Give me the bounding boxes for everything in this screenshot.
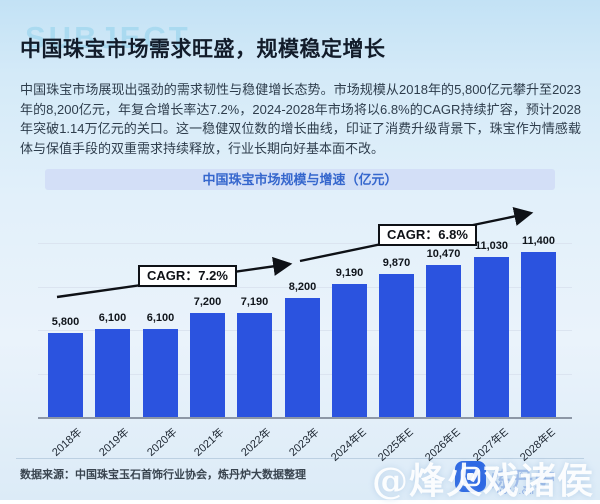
bar-value-label: 9,190: [335, 267, 364, 279]
bar: [48, 333, 83, 417]
page-title: 中国珠宝市场需求旺盛，规模稳定增长: [20, 38, 386, 61]
cagr-label: CAGR：7.2%: [147, 268, 228, 283]
logo-url-text: u816.cm: [497, 487, 535, 496]
footer-divider: [16, 458, 584, 459]
x-axis-tick-label: 2022年: [239, 426, 274, 459]
bar-value-label: 7,190: [240, 296, 269, 308]
bar-value-label: 5,800: [51, 316, 80, 328]
bar: [474, 257, 509, 417]
author-watermark: @烽火戏诸侯: [371, 460, 594, 502]
x-axis-tick-label: 2023年: [287, 426, 322, 459]
data-source-note: 数据来源：中国珠宝玉石首饰行业协会，炼丹炉大数据整理: [20, 469, 306, 481]
bar: [285, 298, 320, 417]
x-axis-tick-label: 2018年: [50, 426, 85, 459]
gridline: [38, 287, 572, 288]
bar-value-label: 11,400: [521, 235, 556, 247]
bar: [332, 284, 367, 417]
cagr-annotation-2024-2028: CAGR：6.8%: [378, 224, 477, 246]
bar-value-label: 6,100: [98, 312, 127, 324]
x-axis-tick-label: 2021年: [192, 426, 227, 459]
bar: [143, 329, 178, 417]
intro-paragraph: 中国珠宝市场展现出强劲的需求韧性与稳健增长态势。市场规模从2018年的5,800…: [20, 82, 581, 156]
cagr-label: CAGR：6.8%: [387, 227, 468, 242]
bar: [95, 329, 130, 417]
bar: [237, 313, 272, 417]
liandanlu-logo: [455, 461, 486, 492]
bar-value-label: 6,100: [146, 312, 175, 324]
chart-title-banner: 中国珠宝市场规模与增速（亿元）: [45, 169, 555, 190]
bar: [379, 274, 414, 417]
x-axis-tick-label: 2020年: [145, 426, 180, 459]
bar: [426, 265, 461, 417]
x-axis-line: [38, 417, 572, 419]
chart-title: 中国珠宝市场规模与增速（亿元）: [202, 172, 398, 187]
x-axis-tick-label: 2019年: [97, 426, 132, 459]
cagr-annotation-2018-2023: CAGR：7.2%: [138, 265, 237, 287]
background-watermark-text: SUBJECT: [25, 20, 191, 55]
bar: [521, 252, 556, 417]
bar-value-label: 8,200: [288, 281, 317, 293]
bar: [190, 313, 225, 417]
logo-wordmark: 炼丹炉: [491, 469, 557, 491]
qr-scan-icon: [460, 466, 481, 487]
bar-value-label: 7,200: [193, 296, 222, 308]
